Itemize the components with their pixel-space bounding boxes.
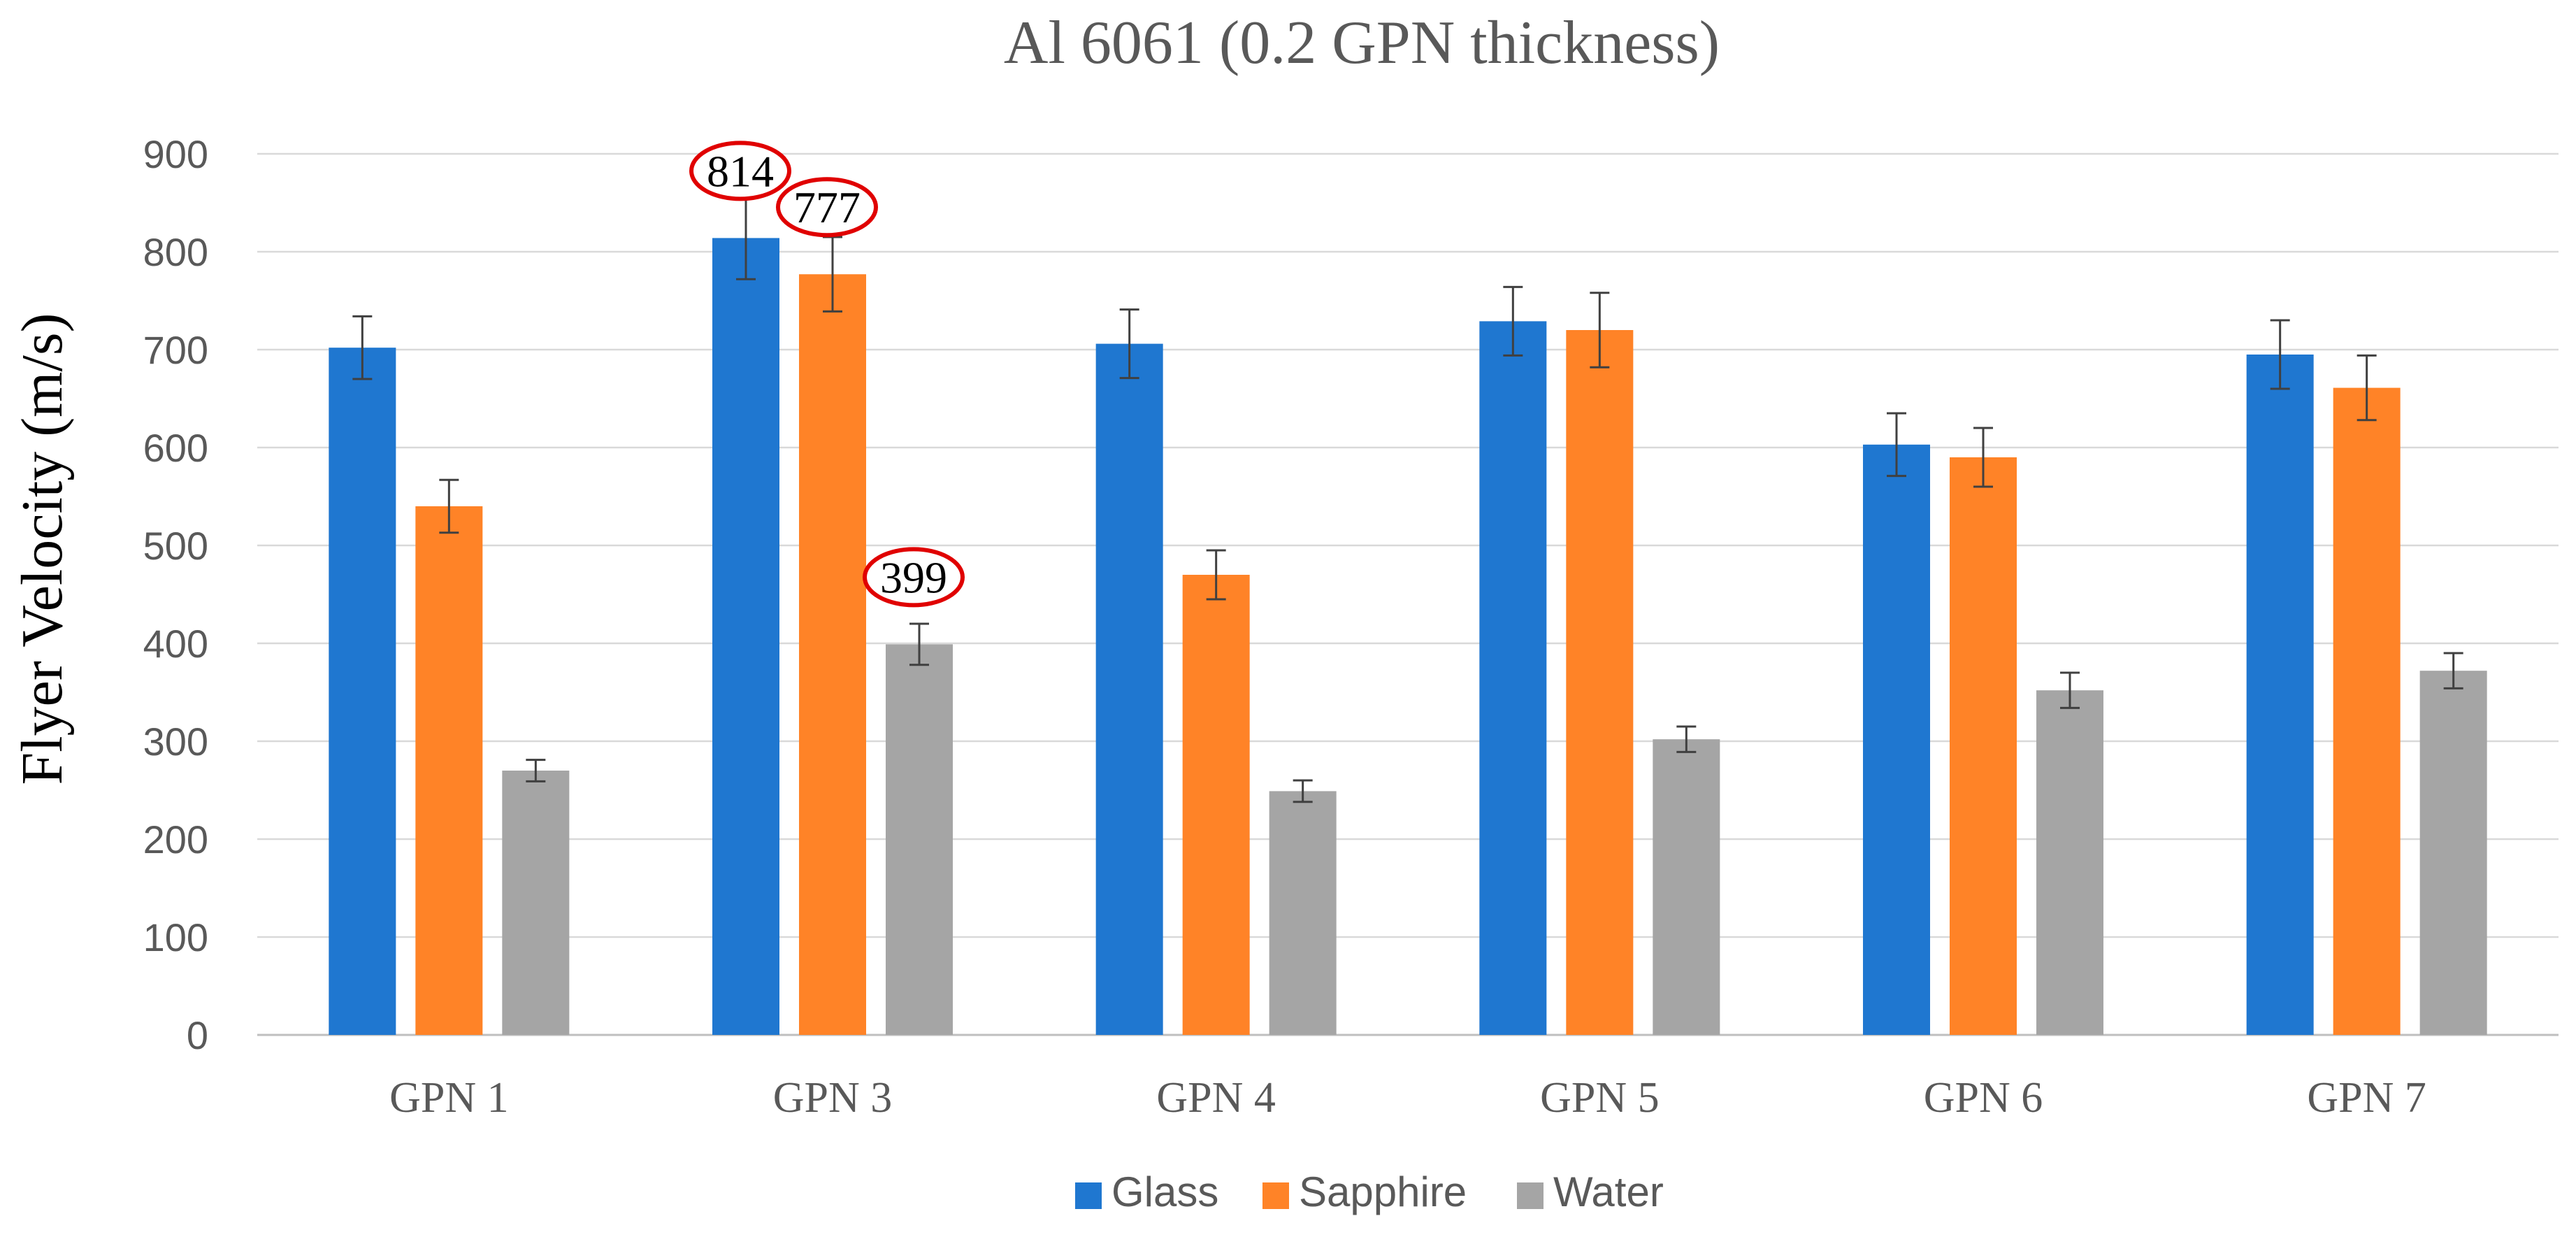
y-tick-label-600: 600 [143,426,208,470]
x-tick-label-gpn-6: GPN 6 [1924,1074,2043,1122]
annotation-label-814: 814 [707,146,774,196]
annotation-label-777: 777 [793,183,861,232]
bar-glass-gpn-3 [712,238,779,1035]
y-axis-ticks: 0 100 200 300 400 500 600 700 800 900 [143,132,208,1057]
y-tick-label-900: 900 [143,132,208,176]
bar-glass-gpn-4 [1095,343,1163,1036]
legend-label-water: Water [1553,1168,1664,1215]
bar-glass-gpn-5 [1479,321,1547,1035]
y-tick-label-0: 0 [187,1013,208,1057]
annotation-ellipse-399 [863,547,965,608]
bar-water-gpn-3 [886,644,953,1035]
bar-sapphire-gpn-6 [1950,457,2017,1035]
bar-water-gpn-1 [502,771,570,1035]
legend-swatch-glass [1075,1182,1102,1209]
annotation-label-399: 399 [880,552,947,602]
error-bars [352,196,2463,803]
x-axis-ticks: GPN 1 GPN 3 GPN 4 GPN 5 GPN 6 GPN 7 [389,1074,2426,1122]
x-tick-label-gpn-7: GPN 7 [2307,1074,2426,1122]
x-tick-label-gpn-1: GPN 1 [389,1074,509,1122]
annotation-ellipse-814 [689,141,791,201]
y-tick-label-300: 300 [143,720,208,764]
y-tick-label-500: 500 [143,524,208,568]
legend-swatch-sapphire [1262,1182,1289,1209]
bar-glass-gpn-1 [329,348,396,1035]
x-tick-label-gpn-4: GPN 4 [1156,1074,1276,1122]
bar-sapphire-gpn-3 [799,274,866,1036]
bar-sapphire-gpn-7 [2333,387,2401,1035]
y-tick-label-200: 200 [143,817,208,861]
bar-water-gpn-5 [1653,739,1720,1035]
y-tick-label-800: 800 [143,230,208,274]
bars [329,238,2487,1036]
highlight-annotations: 814 777 399 [689,141,965,608]
y-tick-label-700: 700 [143,328,208,372]
legend: Glass Sapphire Water [1075,1168,1664,1215]
x-tick-label-gpn-5: GPN 5 [1540,1074,1660,1122]
legend-label-glass: Glass [1111,1168,1218,1215]
bar-water-gpn-7 [2419,671,2487,1035]
bar-sapphire-gpn-4 [1182,575,1250,1035]
bar-water-gpn-6 [2036,690,2103,1035]
bar-sapphire-gpn-1 [415,506,483,1035]
grid-lines [257,152,2559,1036]
bar-sapphire-gpn-5 [1566,330,1634,1035]
legend-label-sapphire: Sapphire [1299,1168,1467,1215]
y-axis-label: Flyer Velocity (m/s) [10,313,75,785]
bar-water-gpn-4 [1269,791,1337,1035]
bar-glass-gpn-6 [1863,444,1930,1035]
legend-swatch-water [1517,1182,1544,1209]
bar-glass-gpn-7 [2246,355,2314,1035]
x-tick-label-gpn-3: GPN 3 [773,1074,893,1122]
y-tick-label-400: 400 [143,622,208,666]
chart-title: Al 6061 (0.2 GPN thickness) [1004,9,1720,77]
y-tick-label-100: 100 [143,915,208,959]
annotation-ellipse-777 [776,177,878,238]
